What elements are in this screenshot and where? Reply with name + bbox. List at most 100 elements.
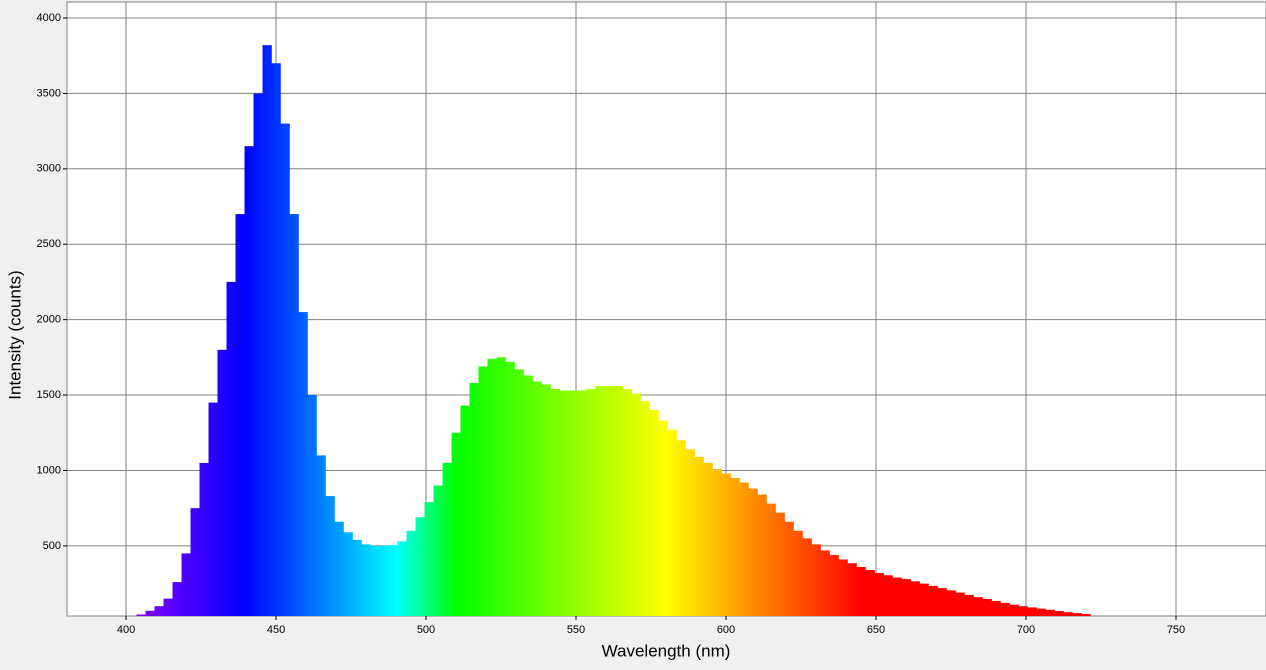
- spectrum-bar: [883, 575, 893, 616]
- spectrum-bar: [1081, 614, 1091, 616]
- spectrum-bar: [964, 594, 974, 616]
- spectrum-bar: [919, 583, 929, 616]
- spectrum-bar: [271, 63, 281, 617]
- spectrum-bar: [982, 598, 992, 616]
- spectrum-bar: [793, 530, 803, 616]
- spectrum-bar: [541, 384, 551, 616]
- spectrum-bar: [379, 545, 389, 616]
- x-tick-label: 550: [567, 624, 585, 636]
- spectrum-bar: [991, 600, 1001, 616]
- spectrum-bar: [316, 455, 326, 616]
- spectrum-bar: [199, 462, 209, 616]
- spectrum-bar: [1063, 612, 1073, 616]
- spectrum-bar: [1009, 604, 1019, 616]
- spectrum-bar: [865, 569, 875, 616]
- x-tick-label: 400: [117, 624, 135, 636]
- spectrum-bar: [595, 385, 605, 616]
- spectrum-bar: [721, 473, 731, 616]
- spectrum-bar: [730, 477, 740, 616]
- spectrum-bar: [1072, 613, 1082, 616]
- spectrum-bar: [208, 402, 218, 616]
- spectrum-bar: [892, 577, 902, 616]
- spectrum-bar: [1036, 608, 1046, 616]
- spectrum-bar: [631, 393, 641, 616]
- spectrum-bar: [226, 281, 236, 616]
- spectrum-bar: [649, 410, 659, 616]
- spectrum-bar: [703, 462, 713, 616]
- spectrum-bar: [424, 502, 434, 616]
- spectrum-bar: [406, 530, 416, 616]
- spectrum-bar: [820, 550, 830, 616]
- spectrum-bar: [901, 579, 911, 616]
- spectrum-bar: [217, 349, 227, 616]
- spectrum-bar: [748, 488, 758, 616]
- spectrum-bar: [235, 214, 245, 616]
- spectrum-bar: [172, 582, 182, 616]
- spectrum-bar: [658, 420, 668, 616]
- spectrum-bar: [685, 449, 695, 616]
- spectrum-bar: [415, 517, 425, 616]
- spectrum-bar: [253, 93, 263, 616]
- spectrum-bar: [532, 381, 542, 616]
- y-tick-label: 4000: [37, 12, 61, 24]
- spectrum-bar: [469, 382, 479, 616]
- spectrum-bar: [613, 385, 623, 616]
- y-tick-label: 3500: [37, 87, 61, 99]
- x-tick-label: 500: [417, 624, 435, 636]
- y-tick-label: 500: [43, 540, 61, 552]
- spectrum-bar: [811, 544, 821, 616]
- spectrum-bar: [757, 494, 767, 616]
- y-axis-label: Intensity (counts): [5, 270, 24, 399]
- spectrum-bar: [640, 401, 650, 616]
- spectrum-bar: [388, 545, 398, 616]
- spectrum-bar: [334, 521, 344, 616]
- spectrum-bar: [739, 482, 749, 616]
- spectrum-bar: [352, 539, 362, 616]
- spectrum-bar: [298, 312, 308, 616]
- spectrum-bar: [586, 389, 596, 616]
- spectrum-bar: [325, 496, 335, 616]
- spectrum-bar: [829, 554, 839, 616]
- spectrum-bar: [487, 358, 497, 616]
- spectrum-bar: [397, 541, 407, 616]
- spectrum-bar: [577, 390, 587, 616]
- spectrum-bar: [946, 590, 956, 616]
- spectrum-bar: [802, 538, 812, 616]
- x-tick-label: 600: [717, 624, 735, 636]
- spectrum-bar: [874, 573, 884, 616]
- spectrum-bar: [1000, 602, 1010, 616]
- spectrum-bar: [136, 614, 146, 616]
- spectrum-bar: [559, 390, 569, 616]
- spectrum-bar: [550, 389, 560, 616]
- spectrum-bar: [154, 606, 164, 616]
- x-tick-label: 750: [1167, 624, 1185, 636]
- y-tick-label: 3000: [37, 163, 61, 175]
- spectrum-bar: [838, 559, 848, 616]
- spectrum-bar: [505, 361, 515, 616]
- x-tick-label: 650: [867, 624, 885, 636]
- spectrum-bar: [343, 532, 353, 616]
- spectrum-bar: [676, 440, 686, 616]
- spectrum-bar: [856, 566, 866, 616]
- spectrum-bar: [910, 581, 920, 616]
- spectrum-bar: [523, 375, 533, 616]
- spectrum-bar: [775, 512, 785, 616]
- spectrum-bar: [667, 429, 677, 616]
- y-tick-label: 1500: [37, 389, 61, 401]
- spectrum-bar: [1027, 607, 1037, 616]
- spectrum-bar: [370, 545, 380, 616]
- spectrum-bar: [928, 585, 938, 616]
- spectrum-bar: [568, 390, 578, 616]
- spectrum-bar: [244, 146, 254, 616]
- spectrum-bar: [280, 123, 290, 616]
- spectrum-bar: [1054, 611, 1064, 616]
- spectrum-bar: [433, 485, 443, 616]
- spectrum-bar: [712, 468, 722, 616]
- spectrum-bar: [694, 456, 704, 616]
- spectrum-bar: [145, 610, 155, 616]
- spectrum-bar: [847, 563, 857, 616]
- spectrum-bar: [181, 553, 191, 616]
- spectrum-bar: [1018, 606, 1028, 616]
- x-tick-label: 700: [1017, 624, 1035, 636]
